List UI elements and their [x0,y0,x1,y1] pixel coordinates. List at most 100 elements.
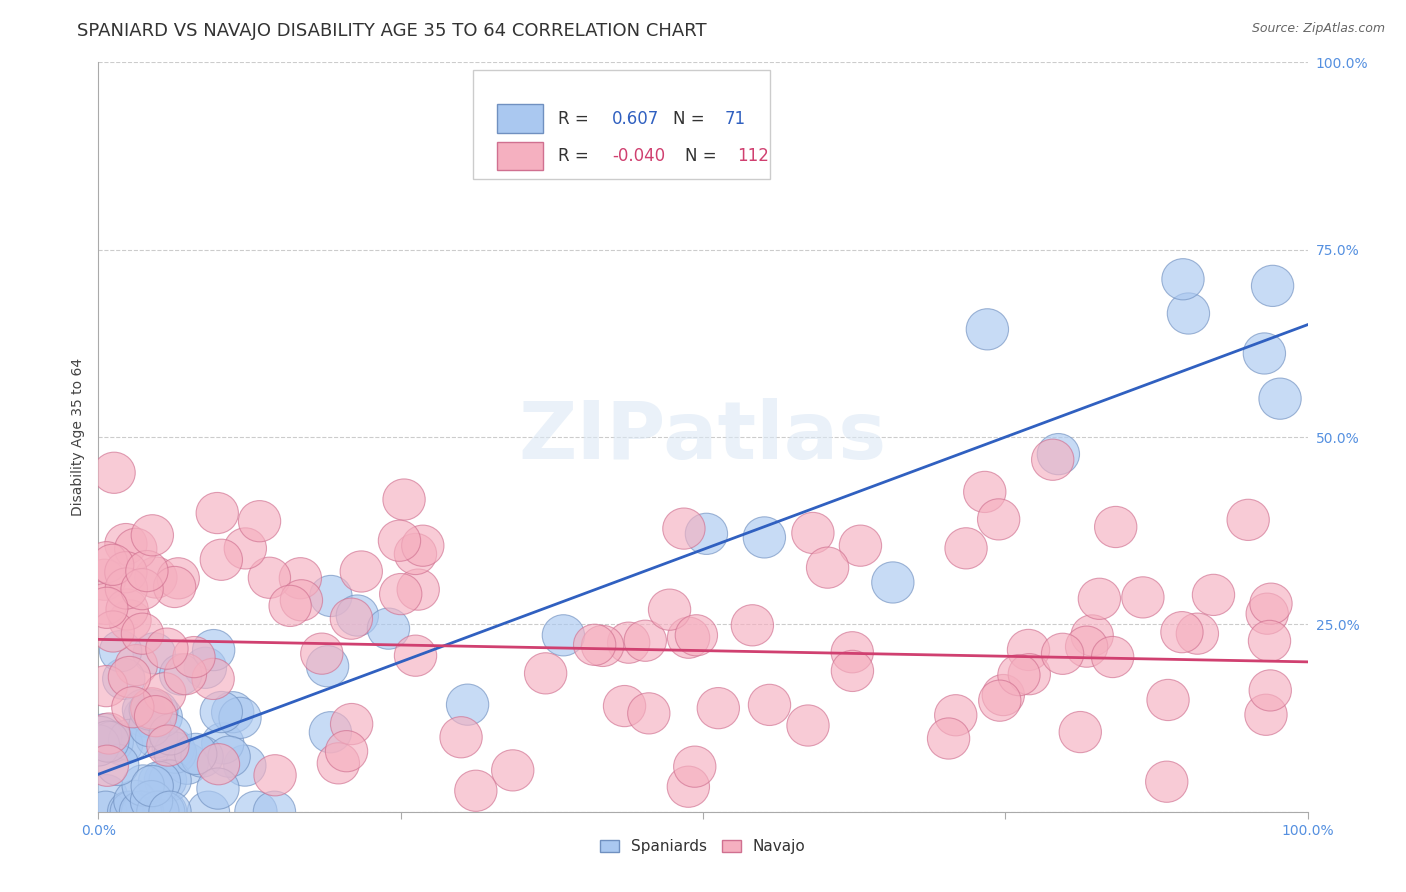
Ellipse shape [378,520,420,561]
Ellipse shape [318,743,360,784]
Ellipse shape [301,633,343,674]
Ellipse shape [195,492,239,533]
Ellipse shape [121,568,163,610]
Ellipse shape [1192,574,1234,615]
Ellipse shape [115,528,157,569]
Ellipse shape [1161,259,1204,300]
Ellipse shape [131,765,173,806]
Ellipse shape [108,599,152,641]
Ellipse shape [1094,507,1137,548]
Ellipse shape [200,539,242,581]
Ellipse shape [1161,612,1204,653]
Ellipse shape [394,533,437,574]
Ellipse shape [166,743,208,784]
Ellipse shape [122,764,165,806]
Ellipse shape [662,508,704,549]
Ellipse shape [91,544,134,585]
Ellipse shape [1091,636,1133,678]
Ellipse shape [543,615,585,656]
Ellipse shape [145,759,187,801]
Ellipse shape [87,713,131,754]
Ellipse shape [1249,620,1291,662]
Ellipse shape [325,731,368,772]
Ellipse shape [624,620,666,661]
Ellipse shape [100,631,142,672]
Ellipse shape [447,684,489,725]
Text: SPANIARD VS NAVAJO DISABILITY AGE 35 TO 64 CORRELATION CHART: SPANIARD VS NAVAJO DISABILITY AGE 35 TO … [77,22,707,40]
Ellipse shape [744,516,786,558]
Ellipse shape [91,611,134,652]
Ellipse shape [122,690,165,731]
Ellipse shape [627,693,671,734]
Ellipse shape [80,716,122,757]
Ellipse shape [1032,439,1074,480]
Ellipse shape [105,524,148,565]
Ellipse shape [134,632,176,674]
Ellipse shape [135,557,177,599]
Ellipse shape [330,704,373,745]
Ellipse shape [269,585,311,626]
Ellipse shape [524,653,567,694]
FancyBboxPatch shape [498,142,543,170]
Ellipse shape [330,598,373,640]
Ellipse shape [159,654,202,695]
Ellipse shape [1167,293,1209,334]
Ellipse shape [208,736,250,777]
Text: R =: R = [558,110,593,128]
Ellipse shape [979,680,1021,722]
Ellipse shape [165,654,207,695]
Ellipse shape [86,745,128,787]
Text: -0.040: -0.040 [613,147,665,165]
Ellipse shape [309,575,352,616]
Ellipse shape [201,723,243,764]
Ellipse shape [103,658,145,699]
Ellipse shape [336,595,378,636]
Ellipse shape [149,791,191,832]
Ellipse shape [1177,613,1219,654]
Ellipse shape [1251,265,1294,307]
Ellipse shape [697,688,740,729]
Ellipse shape [187,791,229,832]
Ellipse shape [91,722,134,763]
Ellipse shape [131,780,173,822]
Ellipse shape [440,716,482,758]
Ellipse shape [149,760,191,801]
Ellipse shape [86,541,128,582]
Ellipse shape [792,512,834,554]
Ellipse shape [1244,694,1286,735]
Ellipse shape [1008,654,1050,695]
Ellipse shape [135,690,179,731]
Ellipse shape [977,499,1019,540]
Ellipse shape [492,750,534,791]
Ellipse shape [1038,434,1080,475]
Ellipse shape [108,657,150,698]
Ellipse shape [200,691,242,732]
Ellipse shape [380,574,422,615]
Ellipse shape [1042,633,1084,674]
Ellipse shape [249,558,291,599]
Y-axis label: Disability Age 35 to 64: Disability Age 35 to 64 [72,358,86,516]
Ellipse shape [807,547,849,588]
Ellipse shape [983,674,1025,715]
Ellipse shape [97,744,139,786]
Ellipse shape [787,705,830,746]
Ellipse shape [138,762,180,803]
Ellipse shape [136,791,179,832]
Ellipse shape [153,566,195,607]
Text: Source: ZipAtlas.com: Source: ZipAtlas.com [1251,22,1385,36]
Ellipse shape [1258,378,1301,419]
Ellipse shape [224,528,267,569]
Ellipse shape [129,689,172,731]
Ellipse shape [1059,712,1101,753]
Ellipse shape [675,615,717,656]
Ellipse shape [174,733,217,774]
Ellipse shape [382,479,425,520]
Ellipse shape [135,717,177,758]
Ellipse shape [1249,670,1292,711]
Ellipse shape [111,687,155,728]
Ellipse shape [108,719,150,761]
Ellipse shape [135,696,177,737]
FancyBboxPatch shape [498,104,543,133]
Ellipse shape [146,628,188,669]
Ellipse shape [603,685,645,727]
